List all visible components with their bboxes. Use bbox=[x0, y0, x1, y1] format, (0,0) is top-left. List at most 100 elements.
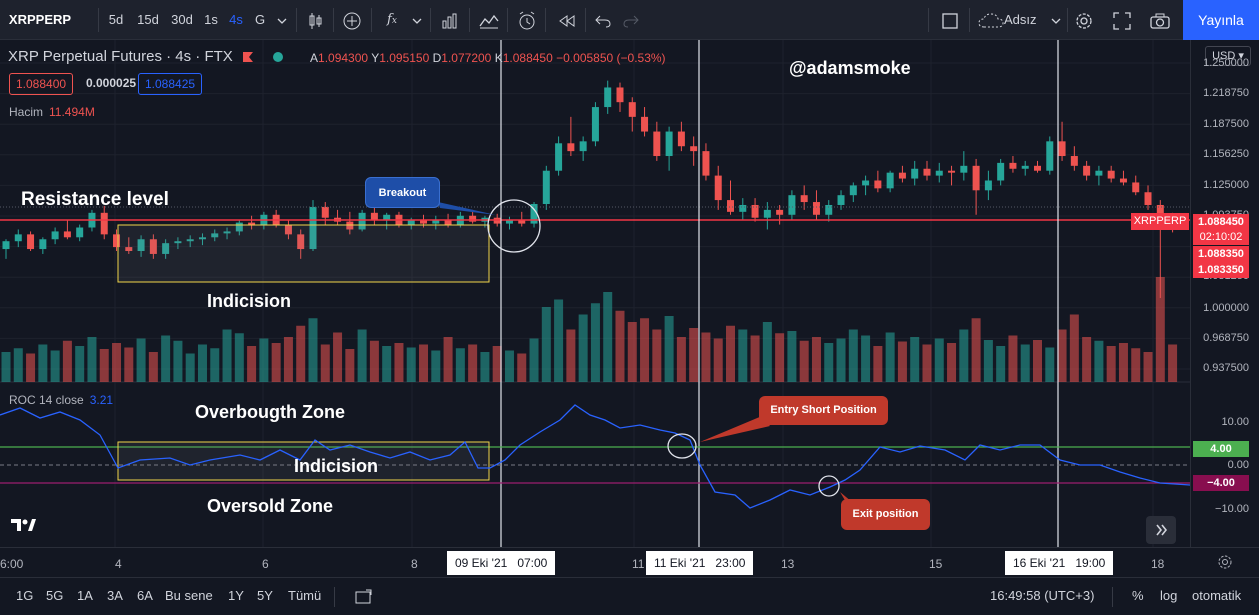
candle-body bbox=[1009, 162, 1017, 169]
candle-body bbox=[223, 231, 231, 234]
roc-tick: 10.00 bbox=[1221, 416, 1249, 428]
volume-bar bbox=[161, 335, 171, 382]
gear-icon[interactable] bbox=[1217, 554, 1233, 575]
flag-icon[interactable] bbox=[242, 52, 253, 62]
volume-bar bbox=[480, 352, 490, 382]
volume-legend[interactable]: Hacim 11.494M bbox=[9, 105, 95, 119]
volume-bar bbox=[996, 346, 1006, 382]
interval-4s-button[interactable]: 4s bbox=[229, 12, 243, 27]
volume-bar bbox=[1008, 335, 1018, 382]
undo-icon[interactable] bbox=[591, 0, 615, 40]
interval-g-button[interactable]: G bbox=[254, 12, 266, 27]
expand-icon[interactable] bbox=[1108, 0, 1136, 40]
range-ytd-button[interactable]: Bu sene bbox=[165, 588, 213, 603]
scroll-to-realtime-button[interactable] bbox=[1146, 516, 1176, 544]
fx-icon[interactable]: fx bbox=[387, 12, 397, 27]
interval-5d-button[interactable]: 5d bbox=[108, 12, 124, 27]
range-1a-button[interactable]: 1A bbox=[77, 588, 93, 603]
symbol-legend-title[interactable]: XRP Perpetual Futures · 4s · FTX bbox=[8, 48, 284, 65]
candle-body bbox=[1144, 192, 1152, 205]
candles-icon[interactable] bbox=[302, 0, 328, 40]
redo-icon[interactable] bbox=[619, 0, 643, 40]
exit-circle bbox=[818, 475, 840, 497]
clock-timezone[interactable]: 16:49:58 (UTC+3) bbox=[990, 588, 1095, 603]
volume-bar bbox=[959, 329, 969, 382]
range-all-button[interactable]: Tümü bbox=[288, 588, 322, 603]
price-axis[interactable]: USD ▾ 1.250000 1.218750 1.187500 1.15625… bbox=[1190, 40, 1259, 547]
plus-circle-icon[interactable] bbox=[339, 0, 365, 40]
volume-bar bbox=[1094, 340, 1104, 382]
roc-legend[interactable]: ROC 14 close 3.21 bbox=[9, 393, 114, 407]
volume-bar bbox=[112, 343, 122, 382]
publish-button[interactable]: Yayınla bbox=[1183, 0, 1259, 40]
candle-body bbox=[174, 241, 182, 244]
volume-bar bbox=[382, 346, 392, 382]
candle-body bbox=[972, 165, 980, 191]
candle-body bbox=[628, 102, 636, 117]
percent-toggle[interactable]: % bbox=[1132, 588, 1144, 603]
volume-bar bbox=[1057, 329, 1067, 382]
volume-bar bbox=[627, 322, 637, 382]
entry-short-callout: Entry Short Position bbox=[759, 396, 888, 425]
candle-body bbox=[51, 231, 59, 240]
volume-bar bbox=[529, 338, 539, 382]
tradingview-logo[interactable] bbox=[11, 517, 37, 538]
volume-bar bbox=[517, 353, 527, 382]
bid-price-box[interactable]: 1.088400 bbox=[9, 73, 74, 95]
camera-icon[interactable] bbox=[1146, 0, 1174, 40]
range-3a-button[interactable]: 3A bbox=[107, 588, 123, 603]
volume-bar bbox=[603, 292, 613, 382]
interval-15d-button[interactable]: 15d bbox=[137, 12, 159, 27]
alert-clock-icon[interactable] bbox=[514, 0, 540, 40]
volume-bar bbox=[640, 318, 650, 382]
date-range-icon[interactable] bbox=[355, 589, 373, 610]
bar-chart-icon[interactable] bbox=[437, 0, 463, 40]
volume-bar bbox=[492, 346, 502, 382]
candle-body bbox=[125, 247, 133, 252]
gear-icon[interactable] bbox=[1070, 0, 1098, 40]
candle-body bbox=[591, 107, 599, 142]
fx-chevron-icon[interactable] bbox=[408, 0, 426, 40]
log-toggle[interactable]: log bbox=[1160, 588, 1178, 603]
volume-bar bbox=[357, 329, 367, 382]
range-5g-button[interactable]: 5G bbox=[46, 588, 64, 603]
volume-bar bbox=[652, 329, 662, 382]
candle-body bbox=[1119, 178, 1127, 183]
candle-body bbox=[248, 222, 256, 226]
fullscreen-square-icon[interactable] bbox=[936, 0, 964, 40]
candle-body bbox=[518, 219, 526, 224]
indicision-roc-label: Indicision bbox=[294, 456, 379, 476]
range-6a-button[interactable]: 6A bbox=[137, 588, 153, 603]
volume-bar bbox=[726, 325, 736, 382]
candle-body bbox=[309, 206, 317, 250]
interval-dropdown-chevron-icon[interactable] bbox=[273, 0, 291, 40]
candle-body bbox=[284, 224, 292, 235]
auto-scale-toggle[interactable]: otomatik bbox=[1192, 588, 1242, 603]
candle-body bbox=[444, 219, 452, 225]
range-1y-button[interactable]: 1Y bbox=[228, 588, 244, 603]
time-axis[interactable]: 6:00 4 6 8 11 13 15 18 09 Eki '21 07:00 … bbox=[0, 547, 1259, 577]
interval-1s-button[interactable]: 1s bbox=[204, 12, 218, 27]
symbol-price-label: XRPPERP bbox=[1131, 213, 1189, 230]
layout-name[interactable]: Adsız bbox=[1004, 12, 1037, 27]
interval-30d-button[interactable]: 30d bbox=[171, 12, 193, 27]
watermark-text: @adamsmoke bbox=[789, 58, 911, 78]
ask-price-box[interactable]: 1.088425 bbox=[138, 73, 203, 95]
chart-canvas[interactable] bbox=[0, 40, 1190, 547]
range-5y-button[interactable]: 5Y bbox=[257, 588, 273, 603]
entry-circle bbox=[667, 433, 697, 459]
candle-body bbox=[39, 239, 47, 250]
candle-body bbox=[1058, 141, 1066, 157]
cloud-icon[interactable] bbox=[976, 0, 1006, 40]
layout-chevron-icon[interactable] bbox=[1047, 0, 1065, 40]
candle-body bbox=[800, 195, 808, 203]
chart-pane[interactable] bbox=[0, 40, 1190, 547]
replay-icon[interactable] bbox=[554, 0, 580, 40]
indicator-icon[interactable] bbox=[476, 0, 502, 40]
volume-bar bbox=[1168, 344, 1178, 382]
range-1g-button[interactable]: 1G bbox=[16, 588, 34, 603]
symbol-search-button[interactable]: XRPPERP bbox=[8, 12, 72, 27]
currency-selector[interactable]: USD ▾ bbox=[1205, 46, 1251, 66]
candle-body bbox=[702, 151, 710, 176]
volume-bar bbox=[971, 318, 981, 382]
